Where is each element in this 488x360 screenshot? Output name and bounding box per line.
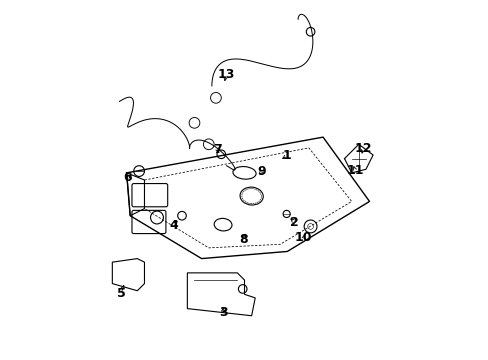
FancyBboxPatch shape <box>132 184 167 207</box>
Text: 5: 5 <box>117 287 125 300</box>
Text: 8: 8 <box>239 233 247 246</box>
Polygon shape <box>112 258 144 291</box>
Text: 9: 9 <box>257 165 265 178</box>
Text: 6: 6 <box>123 171 131 184</box>
FancyBboxPatch shape <box>132 210 165 234</box>
Text: 11: 11 <box>346 164 363 177</box>
Text: 2: 2 <box>289 216 298 229</box>
Text: 13: 13 <box>217 68 234 81</box>
Text: 4: 4 <box>169 219 178 232</box>
Text: 12: 12 <box>354 143 371 156</box>
Text: 7: 7 <box>213 144 222 157</box>
Text: 10: 10 <box>294 231 312 244</box>
Text: 1: 1 <box>283 149 291 162</box>
Text: 3: 3 <box>218 306 227 319</box>
Polygon shape <box>187 273 255 316</box>
